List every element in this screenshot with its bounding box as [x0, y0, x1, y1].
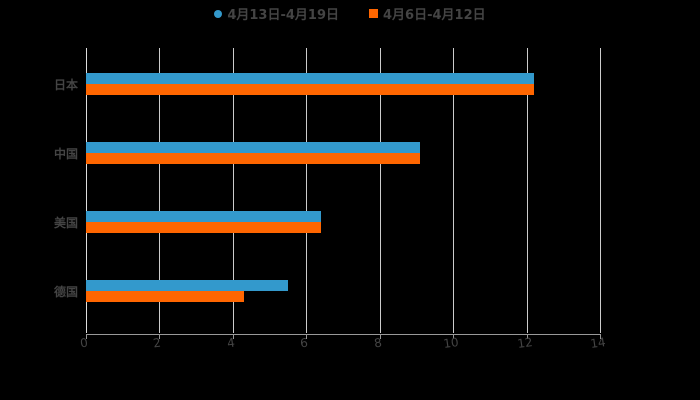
x-tick [159, 334, 161, 339]
x-tick-label: 10 [442, 335, 460, 351]
x-tick-label: 2 [152, 335, 163, 351]
legend-item-series-2[interactable]: 4月6日-4月12日 [369, 4, 486, 23]
legend-item-series-1[interactable]: 4月13日-4月19日 [214, 4, 339, 23]
bar-series-1[interactable] [86, 280, 288, 291]
x-tick [526, 334, 528, 339]
legend-label: 4月6日-4月12日 [383, 8, 486, 23]
x-tick-label: 0 [79, 335, 89, 351]
gridline [159, 48, 161, 333]
bar-series-1[interactable] [86, 73, 534, 84]
gridline [232, 48, 234, 333]
chart-legend: 4月13日-4月19日 4月6日-4月12日 [0, 4, 700, 23]
x-tick [600, 334, 601, 339]
x-tick [86, 334, 87, 339]
bar-series-2[interactable] [86, 153, 421, 164]
x-tick-label: 12 [516, 335, 534, 351]
bar-series-2[interactable] [86, 84, 534, 95]
x-tick [306, 334, 308, 339]
y-axis-line [86, 48, 87, 333]
x-tick [379, 334, 381, 339]
legend-label: 4月13日-4月19日 [227, 8, 340, 23]
legend-marker-square-icon [369, 9, 379, 18]
x-tick-label: 8 [372, 335, 383, 351]
x-tick-label: 4 [226, 335, 236, 351]
category-label: 中国 [53, 147, 78, 161]
category-label: 德国 [53, 285, 78, 299]
plot-area [86, 48, 601, 333]
x-tick [232, 334, 234, 339]
gridline [379, 48, 381, 333]
bar-series-1[interactable] [86, 211, 321, 222]
category-label: 日本 [53, 78, 78, 92]
x-axis-line [86, 334, 601, 335]
x-tick-label: 14 [589, 335, 607, 351]
gridline [526, 48, 528, 333]
bar-series-2[interactable] [86, 222, 321, 233]
gridline [600, 48, 601, 333]
bar-series-1[interactable] [86, 142, 421, 153]
legend-marker-circle-icon [214, 9, 223, 18]
category-label: 美国 [53, 216, 78, 230]
bar-series-2[interactable] [86, 291, 244, 302]
gridline [453, 48, 455, 333]
x-tick [453, 334, 455, 339]
gridline [306, 48, 308, 333]
x-tick-label: 6 [299, 335, 310, 351]
